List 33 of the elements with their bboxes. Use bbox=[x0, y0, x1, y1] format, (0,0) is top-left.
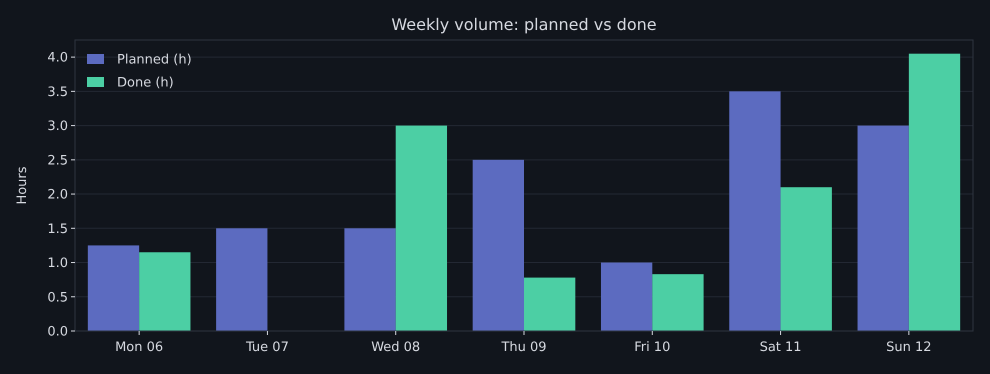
x-tick-label: Sun 12 bbox=[886, 340, 932, 355]
x-tick-label: Tue 07 bbox=[244, 340, 289, 355]
x-tick-label: Sat 11 bbox=[760, 340, 802, 355]
y-axis-title: Hours bbox=[15, 166, 30, 205]
y-tick-label: 2.5 bbox=[47, 153, 68, 168]
y-tick-label: 2.0 bbox=[47, 188, 68, 203]
bar bbox=[729, 91, 781, 331]
bar bbox=[472, 160, 524, 331]
bar bbox=[780, 187, 832, 331]
x-tick-label: Fri 10 bbox=[634, 340, 670, 355]
bar bbox=[344, 228, 396, 331]
y-tick-label: 4.0 bbox=[47, 50, 68, 66]
bar bbox=[600, 262, 652, 331]
x-tick-label: Wed 08 bbox=[371, 340, 420, 355]
legend-label: Done (h) bbox=[117, 76, 174, 91]
y-tick-label: 0.0 bbox=[47, 324, 68, 340]
y-tick-label: 0.5 bbox=[47, 290, 68, 306]
y-tick-label: 3.0 bbox=[47, 119, 68, 134]
bar bbox=[88, 245, 140, 331]
x-tick-label: Thu 09 bbox=[500, 340, 547, 355]
x-tick-label: Mon 06 bbox=[115, 340, 164, 355]
bar bbox=[908, 54, 960, 331]
chart-title: Weekly volume: planned vs done bbox=[391, 15, 657, 34]
bar bbox=[652, 274, 704, 331]
bar bbox=[858, 126, 909, 331]
legend-label: Planned (h) bbox=[117, 52, 192, 68]
y-tick-label: 3.5 bbox=[47, 84, 68, 100]
y-tick-label: 1.5 bbox=[47, 222, 68, 237]
y-tick-label: 1.0 bbox=[47, 256, 68, 272]
bar bbox=[216, 228, 268, 331]
bar bbox=[524, 278, 576, 331]
bar bbox=[139, 252, 190, 331]
bar bbox=[396, 126, 448, 331]
